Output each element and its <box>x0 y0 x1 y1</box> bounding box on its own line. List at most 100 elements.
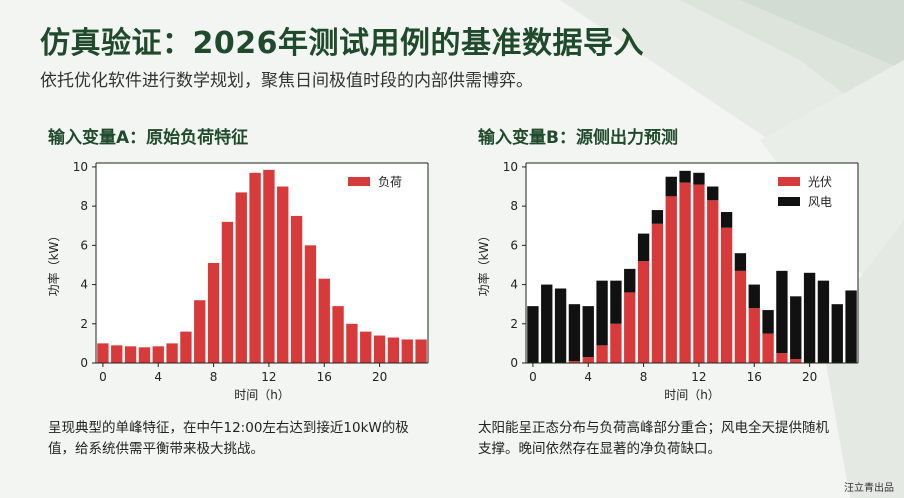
source-description-line-1: 太阳能呈正态分布与负荷高峰部分重合；风电全天提供随机 <box>478 420 829 436</box>
x-tick-label: 20 <box>802 370 817 384</box>
bar-负荷 <box>152 346 164 363</box>
bar-风电 <box>831 304 843 363</box>
bar-光伏 <box>790 359 802 363</box>
y-tick-label: 10 <box>73 160 88 174</box>
bar-负荷 <box>180 331 192 363</box>
x-tick-label: 8 <box>210 370 218 384</box>
bar-负荷 <box>97 343 109 363</box>
y-axis-label: 功率（kW） <box>476 230 491 297</box>
bar-负荷 <box>304 245 317 363</box>
bar-光伏 <box>568 361 581 363</box>
bar-风电 <box>582 306 594 358</box>
bar-负荷 <box>373 335 386 363</box>
y-tick-label: 6 <box>510 238 518 252</box>
bar-负荷 <box>401 339 413 363</box>
y-tick-label: 4 <box>510 278 518 292</box>
x-tick-label: 4 <box>584 370 592 384</box>
y-tick-label: 8 <box>510 199 518 213</box>
bar-光伏 <box>679 182 691 363</box>
bar-光伏 <box>665 196 677 363</box>
y-tick-label: 10 <box>503 160 518 174</box>
x-tick-label: 0 <box>99 370 107 384</box>
section-title-source: 输入变量B：源侧出力预测 <box>478 128 678 148</box>
x-tick-label: 16 <box>317 370 332 384</box>
bar-风电 <box>610 280 622 324</box>
bar-风电 <box>541 284 553 363</box>
legend-label-光伏: 光伏 <box>808 175 832 189</box>
bar-风电 <box>651 210 664 224</box>
y-tick-label: 2 <box>80 317 88 331</box>
bar-负荷 <box>318 278 330 363</box>
y-tick-label: 4 <box>80 278 88 292</box>
bar-负荷 <box>124 346 137 363</box>
bar-风电 <box>624 268 636 293</box>
bar-负荷 <box>166 343 178 363</box>
bar-光伏 <box>748 308 760 363</box>
bar-光伏 <box>637 261 650 363</box>
plot-area <box>96 163 428 363</box>
bar-光伏 <box>624 292 636 363</box>
plot-area <box>526 163 858 363</box>
bar-负荷 <box>194 300 206 363</box>
legend-label-负荷: 负荷 <box>378 175 402 189</box>
load-description-line-1: 呈现典型的单峰特征，在中午12:00左右达到接近10kW的极 <box>48 420 409 436</box>
bar-光伏 <box>734 270 747 363</box>
bar-负荷 <box>138 347 151 363</box>
load-chart: 0 2 4 6 8 10 0 4 8 12 16 20 时间（h） 功率（kW） 负荷 <box>46 160 429 402</box>
bar-风电 <box>596 280 608 346</box>
x-axis-label: 时间（h） <box>664 388 720 402</box>
y-tick-label: 0 <box>510 356 518 370</box>
bar-光伏 <box>610 323 622 363</box>
y-axis-label: 功率（kW） <box>46 230 61 297</box>
page-title: 仿真验证：2026年测试用例的基准数据导入 <box>40 26 644 61</box>
legend-label-风电: 风电 <box>808 195 832 209</box>
bar-风电 <box>554 288 567 363</box>
bar-光伏 <box>762 333 774 363</box>
source-description: 太阳能呈正态分布与负荷高峰部分重合；风电全天提供随机 支撑。晚间依然存在显著的净… <box>478 418 878 460</box>
page-subtitle: 依托优化软件进行数学规划，聚焦日间极值时段的内部供需博弈。 <box>40 71 533 91</box>
bar-风电 <box>790 296 802 360</box>
y-tick-label: 0 <box>80 356 88 370</box>
load-description-line-2: 值，给系统供需平衡带来极大挑战。 <box>48 441 264 457</box>
bar-负荷 <box>415 339 427 363</box>
bar-负荷 <box>111 345 123 363</box>
bar-负荷 <box>346 323 358 363</box>
bar-负荷 <box>235 192 247 363</box>
bar-负荷 <box>207 263 220 363</box>
legend-swatch-光伏 <box>778 177 800 186</box>
bar-风电 <box>665 176 677 197</box>
bar-光伏 <box>707 200 719 363</box>
bg-facet <box>740 0 904 70</box>
bar-风电 <box>679 170 691 183</box>
bar-风电 <box>568 304 581 362</box>
bar-风电 <box>845 290 857 363</box>
load-description: 呈现典型的单峰特征，在中午12:00左右达到接近10kW的极 值，给系统供需平衡… <box>48 418 448 460</box>
legend-swatch-负荷 <box>348 177 370 186</box>
x-tick-label: 8 <box>640 370 648 384</box>
x-axis-label: 时间（h） <box>234 388 290 402</box>
bar-风电 <box>637 233 650 262</box>
bar-风电 <box>776 270 788 354</box>
bar-光伏 <box>693 184 705 363</box>
bar-光伏 <box>651 223 664 363</box>
bar-风电 <box>762 310 774 334</box>
bar-负荷 <box>263 169 275 363</box>
bar-风电 <box>720 212 733 228</box>
bar-光伏 <box>720 227 733 363</box>
bar-负荷 <box>332 306 344 363</box>
section-title-load: 输入变量A：原始负荷特征 <box>48 128 249 148</box>
legend-swatch-风电 <box>778 197 800 206</box>
bar-负荷 <box>360 331 372 363</box>
x-tick-label: 12 <box>261 370 276 384</box>
source-description-line-2: 支撑。晚间依然存在显著的净负荷缺口。 <box>478 441 721 457</box>
x-tick-label: 0 <box>529 370 537 384</box>
x-tick-label: 20 <box>372 370 387 384</box>
y-tick-label: 2 <box>510 317 518 331</box>
x-tick-label: 4 <box>154 370 162 384</box>
bar-负荷 <box>387 337 400 363</box>
bar-负荷 <box>277 186 289 363</box>
footer-credit: 汪立青出品 <box>844 483 894 494</box>
bar-风电 <box>817 280 830 363</box>
bar-风电 <box>748 284 760 309</box>
